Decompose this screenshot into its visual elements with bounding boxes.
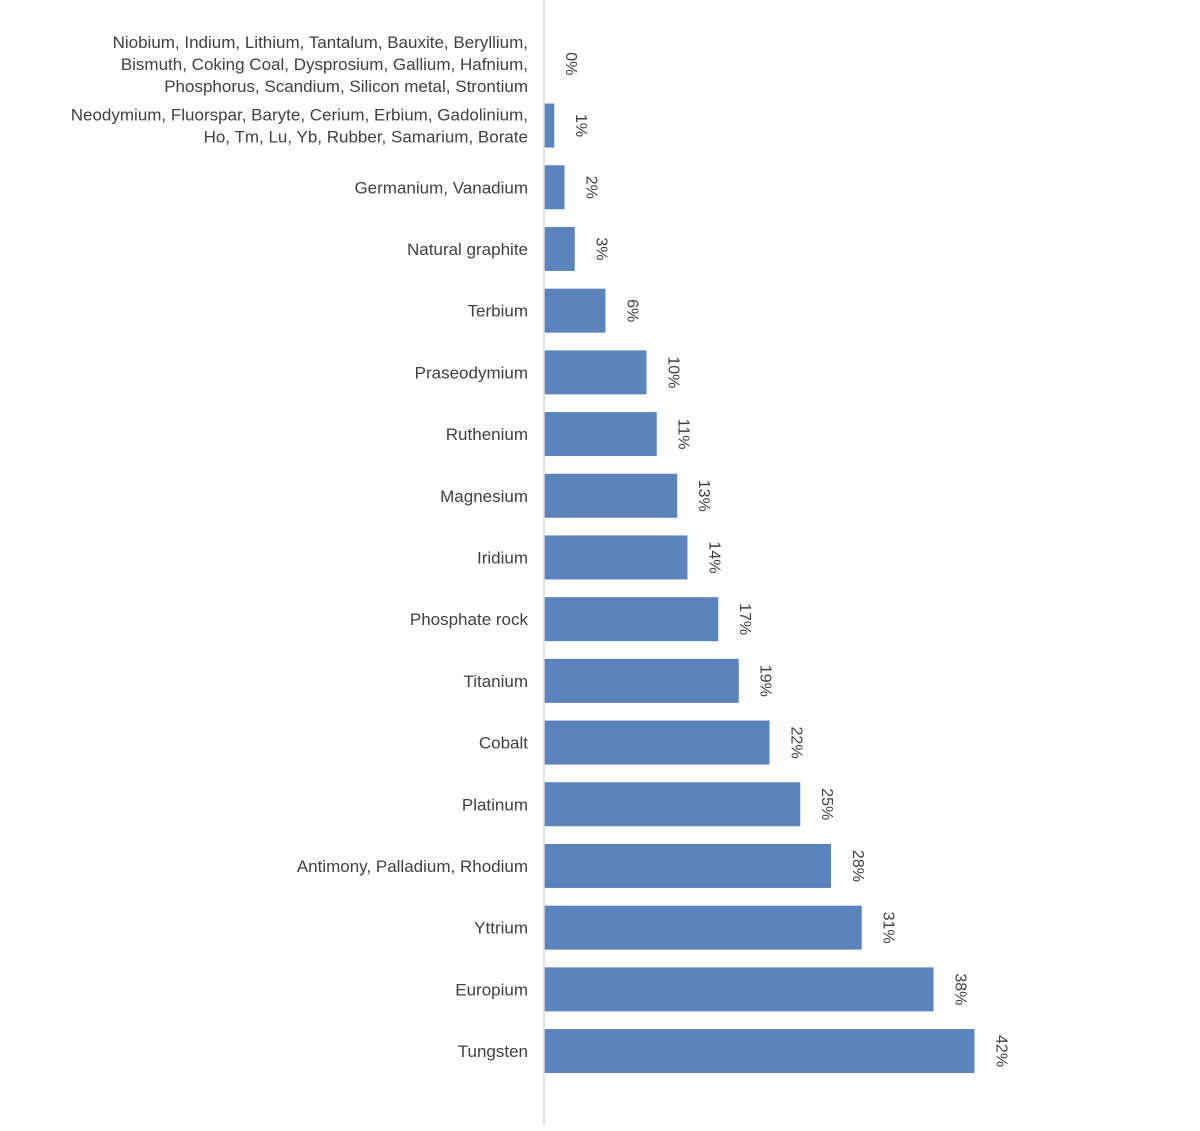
bar-14 [544, 905, 862, 950]
data-label-3: 3% [593, 237, 610, 260]
category-label-3: Natural graphite [407, 240, 528, 259]
data-label-13: 28% [849, 850, 866, 882]
category-label-16: Tungsten [458, 1042, 528, 1061]
data-label-1: 1% [572, 114, 589, 137]
data-label-2: 2% [582, 176, 599, 199]
category-label-10: Titanium [463, 672, 528, 691]
bar-1 [544, 103, 555, 148]
bar-6 [544, 412, 657, 457]
bar-15 [544, 967, 934, 1012]
bar-4 [544, 288, 606, 333]
category-label-0: Niobium, Indium, Lithium, Tantalum, Baux… [113, 33, 528, 96]
data-label-0: 0% [562, 52, 579, 75]
data-label-15: 38% [951, 973, 968, 1005]
category-label-8: Iridium [477, 548, 528, 567]
data-label-7: 13% [695, 480, 712, 512]
data-label-14: 31% [880, 912, 897, 944]
data-label-4: 6% [623, 299, 640, 322]
bar-11 [544, 720, 770, 765]
data-label-10: 19% [757, 665, 774, 697]
category-label-5: Praseodymium [415, 363, 528, 382]
data-label-6: 11% [675, 419, 692, 450]
bar-3 [544, 226, 575, 271]
category-label-13: Antimony, Palladium, Rhodium [297, 857, 528, 876]
bar-12 [544, 782, 801, 827]
category-label-7: Magnesium [440, 487, 528, 506]
data-label-12: 25% [818, 788, 835, 820]
bar-2 [544, 165, 565, 210]
bar-16 [544, 1029, 975, 1074]
bar-8 [544, 535, 688, 580]
category-label-11: Cobalt [479, 734, 528, 753]
category-label-15: Europium [455, 980, 528, 999]
data-label-16: 42% [992, 1035, 1009, 1067]
category-label-2: Germanium, Vanadium [354, 178, 528, 197]
data-label-9: 17% [736, 603, 753, 635]
bar-9 [544, 597, 719, 642]
data-label-5: 10% [664, 356, 681, 388]
category-label-6: Ruthenium [446, 425, 528, 444]
bar-5 [544, 350, 647, 395]
bar-10 [544, 658, 739, 703]
category-label-9: Phosphate rock [410, 610, 529, 629]
bar-13 [544, 843, 831, 888]
category-label-4: Terbium [468, 302, 528, 321]
category-label-1: Neodymium, Fluorspar, Baryte, Cerium, Er… [71, 106, 528, 147]
bar-7 [544, 473, 678, 518]
data-label-8: 14% [705, 541, 722, 573]
category-label-12: Platinum [462, 795, 528, 814]
data-label-11: 22% [787, 727, 804, 759]
category-label-14: Yttrium [474, 919, 528, 938]
